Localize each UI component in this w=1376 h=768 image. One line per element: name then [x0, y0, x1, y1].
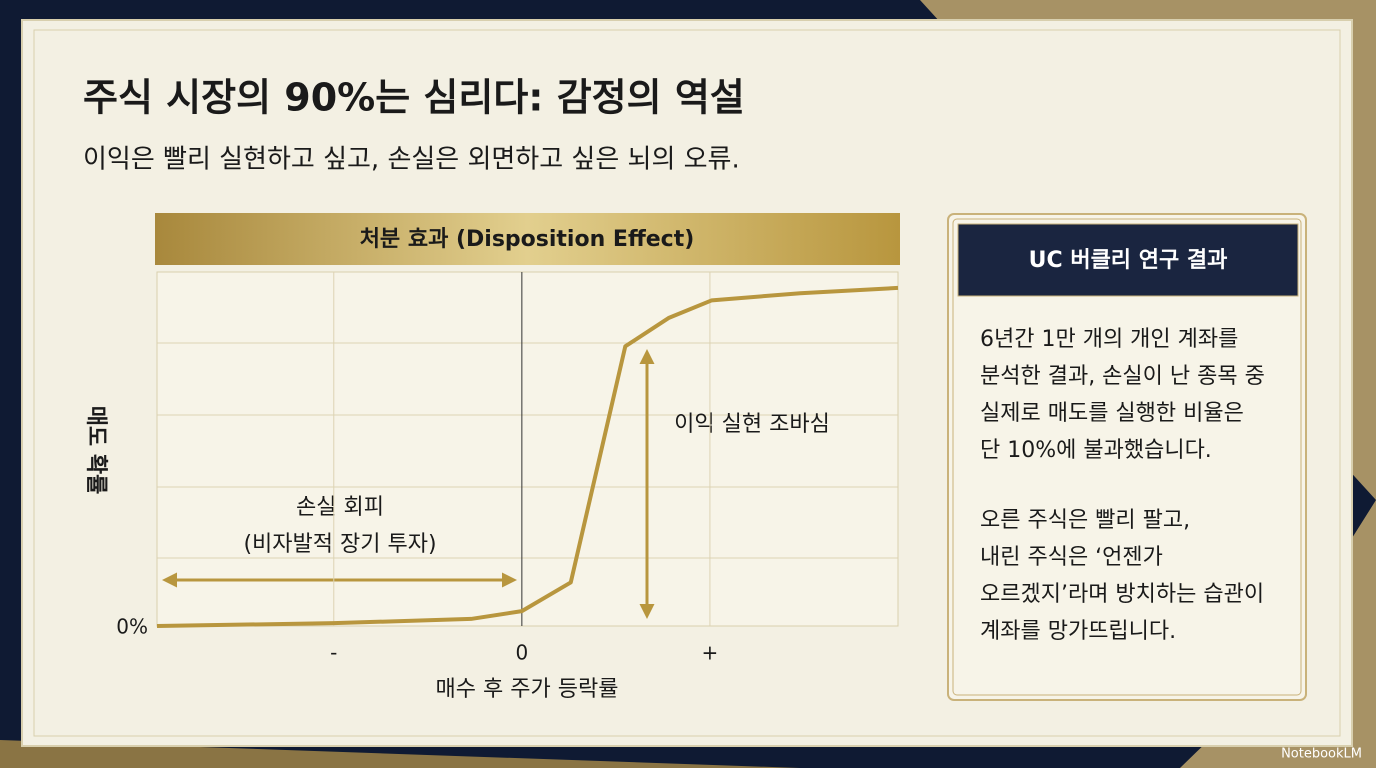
plot-area [156, 271, 899, 627]
line-series [156, 285, 899, 628]
subtitle: 이익은 빨리 실현하고 싶고, 손실은 외면하고 싶은 뇌의 오류. [83, 145, 740, 175]
chart-title: 처분 효과 (Disposition Effect) [360, 227, 695, 252]
y-tick-label: 0% [116, 615, 148, 639]
panel-text: 오른 주식은 빨리 팔고, [980, 508, 1190, 533]
grid [157, 342, 898, 559]
panel-text: 실제로 매도를 실행한 비율은 [980, 401, 1244, 426]
x-tick-label: - [330, 641, 337, 665]
panel-text: 6년간 1만 개의 개인 계좌를 [980, 327, 1238, 352]
panel-text: 단 10%에 불과했습니다. [980, 438, 1212, 463]
panel-text: 오르겠지’라며 방치하는 습관이 [980, 582, 1264, 607]
annotation: 손실 회피 [296, 495, 384, 520]
footer: NotebookLM [1281, 747, 1362, 762]
panel-heading: UC 버클리 연구 결과 [1029, 248, 1228, 273]
annotation: 이익 실현 조바심 [674, 412, 830, 437]
title: 주식 시장의 90%는 심리다: 감정의 역설 [83, 76, 745, 120]
x-tick-label: + [702, 641, 719, 665]
panel-text: 내린 주식은 ‘언젠가 [980, 545, 1163, 570]
x-axis-label: 매수 후 주가 등락률 [436, 677, 619, 702]
annotation: (비자발적 장기 투자) [243, 532, 436, 557]
y-axis-label: 매도 확률 [83, 406, 108, 495]
chart-title-banner [155, 213, 900, 265]
panel [947, 213, 1307, 701]
panel-text: 분석한 결과, 손실이 난 종목 중 [980, 364, 1265, 389]
panel-header [957, 223, 1299, 297]
panel-text: 계좌를 망가뜨립니다. [980, 619, 1176, 644]
panel-border [952, 218, 1302, 696]
x-tick-label: 0 [515, 641, 528, 665]
card-border [33, 29, 1341, 737]
